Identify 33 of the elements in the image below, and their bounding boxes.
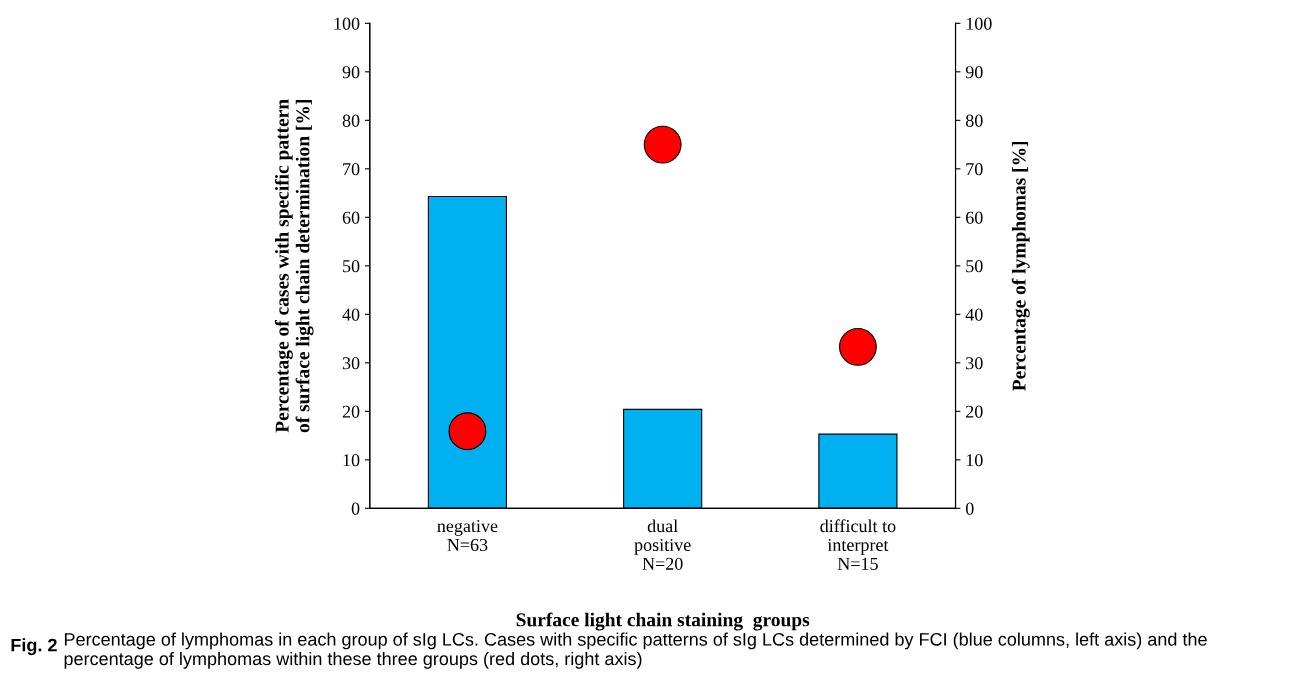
y2-tick-label: 0 xyxy=(965,502,974,515)
y2-tick-label: 10 xyxy=(966,454,983,467)
y-tick-label: 20 xyxy=(342,405,360,418)
y-tick-label: 90 xyxy=(342,66,360,79)
y2-tick-label: 70 xyxy=(966,163,983,176)
y-tick-label: 40 xyxy=(342,308,360,321)
y2-tick-label: 90 xyxy=(965,66,983,79)
y-tick-label: 50 xyxy=(343,260,360,273)
y-axis-title: Percentage of cases with specific pattern of surface light chain determination [%] xyxy=(274,99,314,433)
y2-tick-label: 100 xyxy=(966,17,992,30)
caption: Fig. 2 xyxy=(11,638,57,656)
y2-tick-label: 40 xyxy=(965,308,983,321)
y-tick-label: 100 xyxy=(334,17,360,30)
y-tick-label: 60 xyxy=(342,211,360,224)
y-tick-label: 30 xyxy=(342,357,360,370)
y-tick-label: 80 xyxy=(342,114,360,127)
x-tick-label: dual positive N=20 xyxy=(634,519,691,570)
point xyxy=(448,412,487,451)
y2-tick-label: 80 xyxy=(965,114,983,127)
point xyxy=(838,327,877,366)
point xyxy=(643,125,682,164)
y-tick-label: 10 xyxy=(343,454,360,467)
y2-tick-label: 30 xyxy=(966,357,983,370)
y-tick-label: 70 xyxy=(343,163,360,176)
y2-axis-title: Percentage of lymphomas [%] xyxy=(1011,141,1030,391)
x-tick-label: negative N=63 xyxy=(437,519,498,552)
y-tick-label: 0 xyxy=(351,502,360,515)
x-axis-title: Surface light chain staining groups xyxy=(516,612,810,631)
y2-tick-label: 50 xyxy=(966,260,983,273)
y2-tick-label: 60 xyxy=(966,211,983,224)
x-tick-label: difficult to interpret N=15 xyxy=(820,519,896,570)
text: Percentage of lymphomas in each group of sIg LCs. Cases with specific patterns of sIg LCs determined by FCI (blue columns, left axis) and the percentage of lymphomas within these three groups (red dots, right axis) xyxy=(64,632,1207,669)
y2-tick-label: 20 xyxy=(966,405,983,418)
